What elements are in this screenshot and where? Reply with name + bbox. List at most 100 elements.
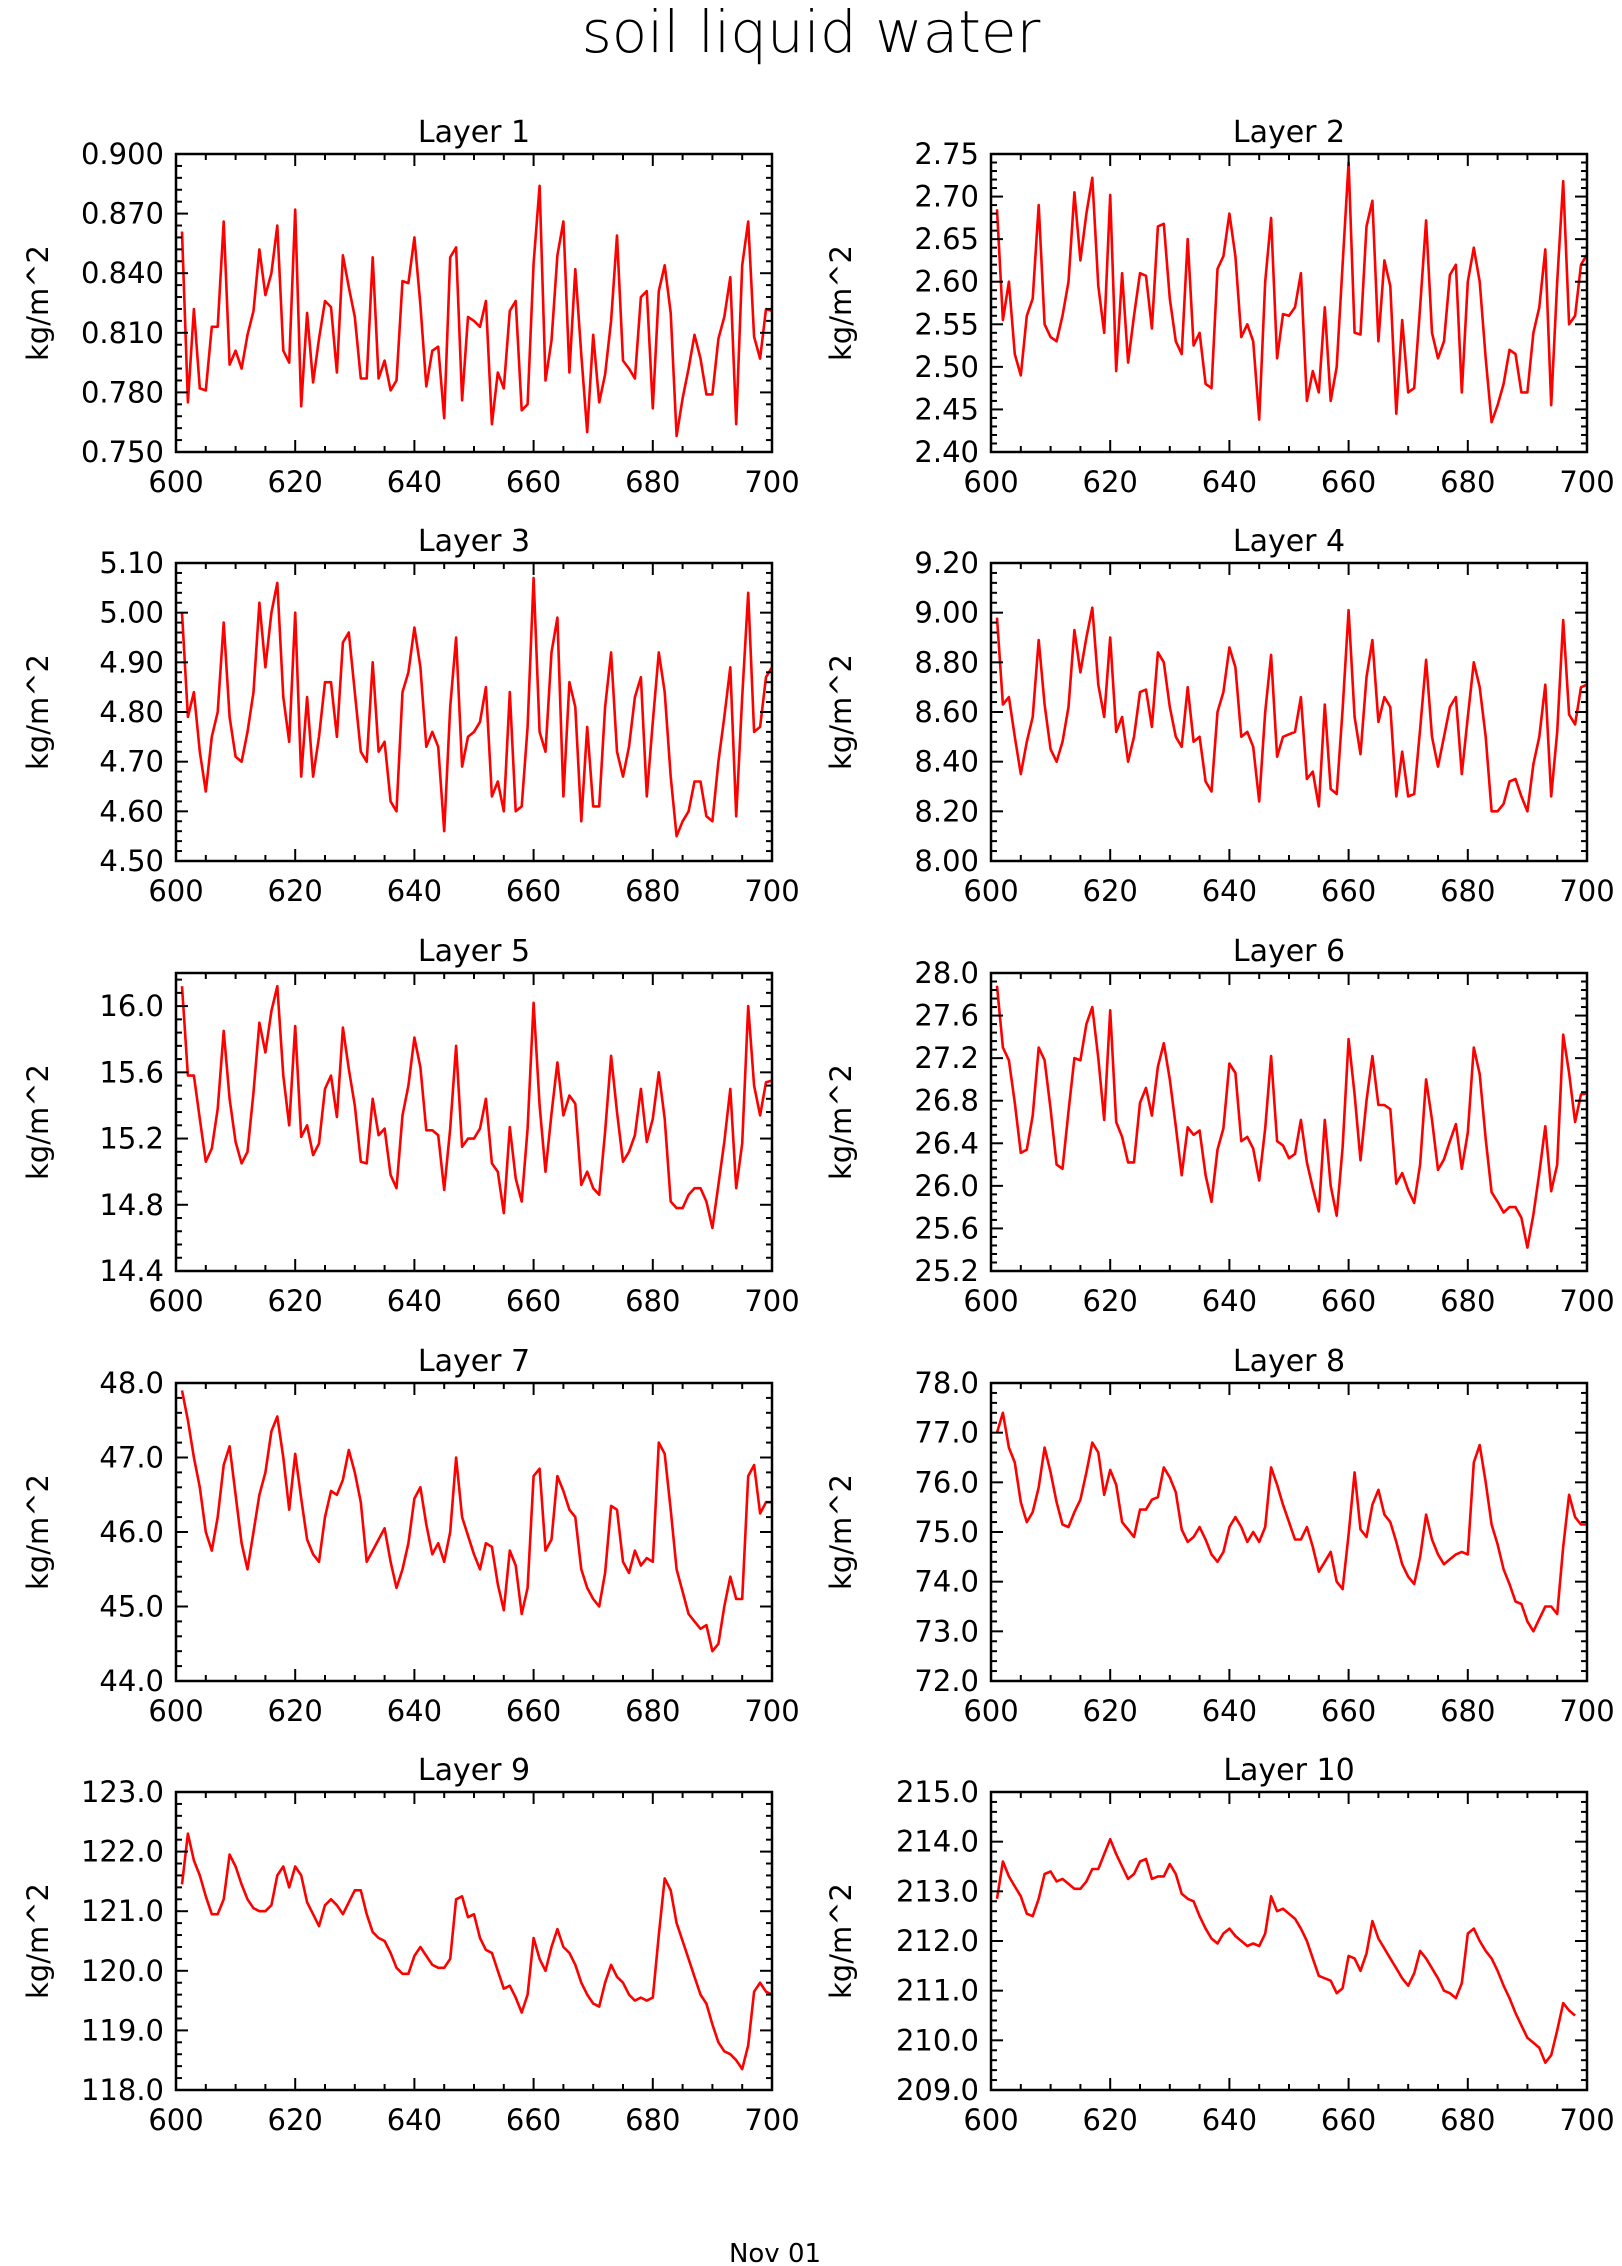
layer-6-y-tick-label: 27.6	[914, 999, 979, 1033]
layer-1-x-tick-label: 620	[268, 465, 323, 499]
main-title: soil liquid water	[582, 0, 1041, 66]
layer-6-y-tick-label: 28.0	[914, 956, 979, 990]
layer-10-y-tick-label: 214.0	[896, 1825, 979, 1859]
layer-6-x-tick-label: 700	[1559, 1284, 1614, 1318]
layer-7-y-tick-label: 44.0	[99, 1664, 164, 1698]
layer-10-y-tick-label: 215.0	[896, 1775, 979, 1809]
layer-6-y-tick-label: 25.6	[914, 1211, 979, 1245]
layer-9-x-tick-label: 600	[148, 2103, 203, 2137]
layer-8-x-tick-label: 600	[963, 1694, 1018, 1728]
layer-6-title: Layer 6	[1233, 934, 1345, 969]
layer-6-series-line	[995, 985, 1588, 1249]
layer-7-y-tick-label: 48.0	[99, 1366, 164, 1400]
layer-7-x-tick-label: 640	[387, 1694, 442, 1728]
layer-2-series-line	[995, 161, 1589, 424]
layer-4-y-tick-label: 8.00	[914, 844, 979, 878]
layer-5-y-tick-label: 16.0	[99, 989, 164, 1023]
layer-9-x-tick-label: 660	[506, 2103, 561, 2137]
layer-5-x-tick-label: 660	[506, 1284, 561, 1318]
layer-4-title: Layer 4	[1233, 524, 1345, 559]
layer-3-y-tick-label: 4.90	[99, 645, 164, 679]
layer-1-y-tick-label: 0.900	[81, 137, 164, 171]
layer-6-x-tick-label: 600	[963, 1284, 1018, 1318]
layer-9-y-tick-label: 119.0	[81, 2013, 164, 2047]
layer-2-y-tick-label: 2.65	[914, 222, 979, 256]
layer-3-y-tick-label: 5.00	[99, 596, 164, 630]
layer-4-x-tick-label: 680	[1440, 874, 1495, 908]
layer-6-x-tick-label: 640	[1202, 1284, 1257, 1318]
layer-4-series-line	[995, 606, 1588, 813]
layer-8-series-line	[995, 1411, 1587, 1633]
layer-8-y-tick-label: 72.0	[914, 1664, 979, 1698]
layer-1-y-axis-label: kg/m^2	[21, 245, 55, 361]
layer-10-y-axis-label: kg/m^2	[824, 1883, 858, 1999]
layer-9-title: Layer 9	[418, 1753, 530, 1788]
layer-10-plot-frame	[989, 1790, 1589, 2092]
layer-7-y-tick-label: 47.0	[99, 1441, 164, 1475]
layer-4-plot-frame	[989, 561, 1589, 863]
layer-6-x-tick-label: 660	[1321, 1284, 1376, 1318]
layer-7-panel: Layer 7 600 620 640 660 680 700 44.0 45.0 46.0 47.…	[21, 1344, 800, 1728]
layer-3-y-tick-label: 4.70	[99, 745, 164, 779]
layer-2-y-axis-label: kg/m^2	[824, 245, 858, 361]
layer-2-x-tick-label: 700	[1559, 465, 1614, 499]
layer-1-y-tick-label: 0.810	[81, 316, 164, 350]
layer-3-x-tick-label: 640	[387, 874, 442, 908]
layer-2-title: Layer 2	[1233, 115, 1345, 150]
layer-9-x-tick-label: 640	[387, 2103, 442, 2137]
layer-10-x-tick-label: 640	[1202, 2103, 1257, 2137]
layer-8-x-tick-label: 620	[1083, 1694, 1138, 1728]
layer-8-title: Layer 8	[1233, 1344, 1345, 1379]
layer-4-y-tick-label: 9.20	[914, 546, 979, 580]
layer-5-x-tick-label: 700	[744, 1284, 799, 1318]
layer-8-y-tick-label: 73.0	[914, 1614, 979, 1648]
layer-7-series-line	[180, 1390, 772, 1653]
layer-6-x-tick-label: 620	[1083, 1284, 1138, 1318]
layer-10-panel: Layer 10 600 620 640 660 680 700 209.0 210.0 211.…	[824, 1753, 1615, 2137]
layer-4-panel: Layer 4 600 620 640 660 680 700 8.00 8.20 8.40 8.6…	[824, 524, 1615, 908]
layer-3-panel: Layer 3 600 620 640 660 680 700 4.50 4.60 4.70 4.8…	[21, 524, 800, 908]
layer-6-panel: Layer 6 600 620 640 660 680 700 25.2 25.6 26.0 26.…	[824, 934, 1615, 1318]
layer-1-plot-frame	[174, 152, 774, 454]
layer-5-panel: Layer 5 600 620 640 660 680 700 14.4 14.8 15.2 15.…	[21, 934, 800, 1318]
layer-3-y-tick-label: 4.60	[99, 794, 164, 828]
layer-1-series-line	[180, 184, 773, 438]
layer-5-y-tick-label: 15.6	[99, 1055, 164, 1089]
layer-1-x-tick-label: 640	[387, 465, 442, 499]
layer-3-series-line	[180, 576, 774, 838]
layer-7-plot-frame	[174, 1381, 774, 1683]
layer-2-y-tick-label: 2.40	[914, 435, 979, 469]
layer-6-y-tick-label: 25.2	[914, 1254, 979, 1288]
layer-9-y-tick-label: 118.0	[81, 2073, 164, 2107]
layer-5-x-tick-label: 680	[625, 1284, 680, 1318]
layer-1-x-tick-label: 600	[148, 465, 203, 499]
layer-4-x-tick-label: 620	[1083, 874, 1138, 908]
layer-10-x-tick-label: 680	[1440, 2103, 1495, 2137]
layer-1-panel: Layer 1 600 620 640 660 680 700 0.750 0.780 0.810…	[21, 115, 800, 499]
layer-2-x-tick-label: 680	[1440, 465, 1495, 499]
layer-1-title: Layer 1	[418, 115, 530, 150]
layer-8-y-tick-label: 75.0	[914, 1515, 979, 1549]
layer-10-title: Layer 10	[1223, 1753, 1354, 1788]
layer-5-x-tick-label: 620	[268, 1284, 323, 1318]
layer-2-y-tick-label: 2.75	[914, 137, 979, 171]
layer-2-y-tick-label: 2.70	[914, 180, 979, 214]
layer-4-y-tick-label: 8.40	[914, 745, 979, 779]
layer-7-y-tick-label: 45.0	[99, 1590, 164, 1624]
layer-8-x-tick-label: 640	[1202, 1694, 1257, 1728]
layer-9-series-line	[180, 1832, 773, 2071]
layer-3-y-tick-label: 4.80	[99, 695, 164, 729]
layer-5-x-tick-label: 640	[387, 1284, 442, 1318]
layer-10-x-tick-label: 700	[1559, 2103, 1614, 2137]
layer-8-x-tick-label: 660	[1321, 1694, 1376, 1728]
footer-date-label: Nov 01	[729, 2239, 821, 2266]
layer-8-y-tick-label: 74.0	[914, 1565, 979, 1599]
layer-8-plot-frame	[989, 1381, 1589, 1683]
layer-4-x-tick-label: 700	[1559, 874, 1614, 908]
layer-5-x-tick-label: 600	[148, 1284, 203, 1318]
layer-6-y-tick-label: 27.2	[914, 1041, 979, 1075]
layer-7-title: Layer 7	[418, 1344, 530, 1379]
layer-3-x-tick-label: 600	[148, 874, 203, 908]
layer-2-y-tick-label: 2.55	[914, 307, 979, 341]
